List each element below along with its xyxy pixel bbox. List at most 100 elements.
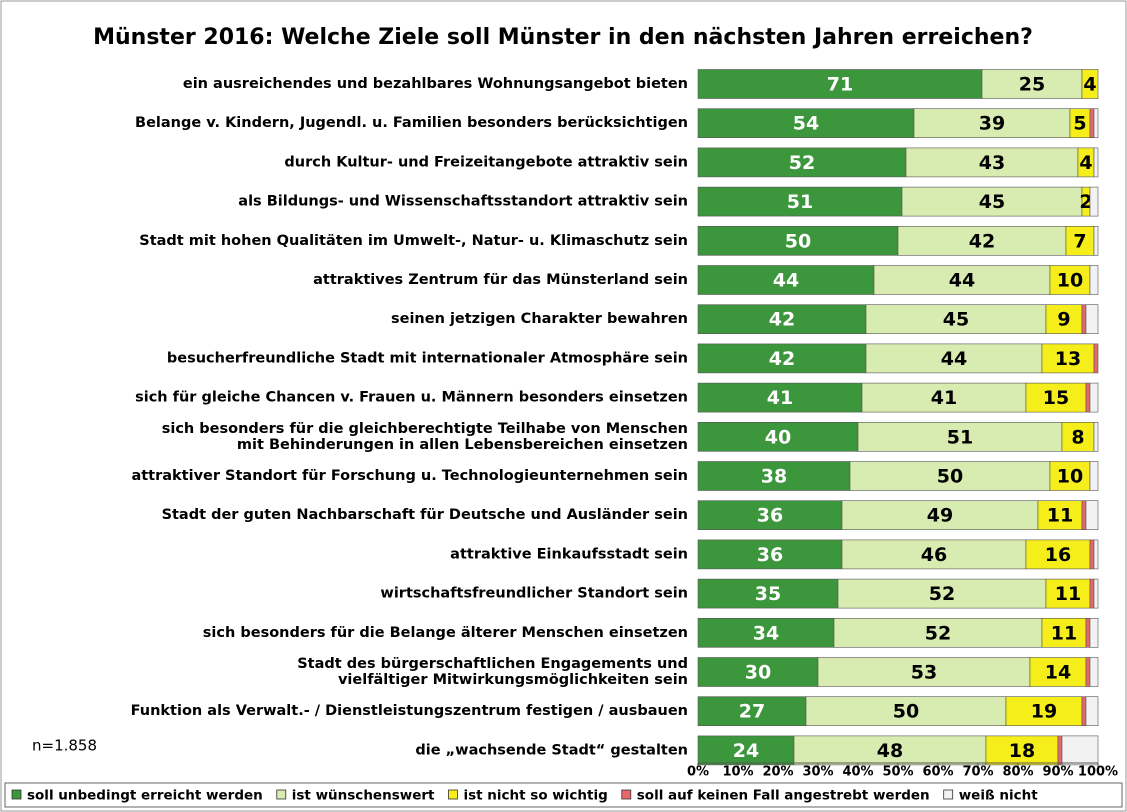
bar-segment bbox=[1049, 265, 1091, 295]
bar-segment bbox=[697, 108, 915, 138]
bar-segment bbox=[1049, 461, 1091, 491]
value-label: 44 bbox=[941, 348, 967, 370]
value-label: 25 bbox=[1019, 74, 1045, 96]
bar-segment bbox=[697, 578, 839, 609]
bar-segment bbox=[1045, 304, 1083, 335]
value-label: 19 bbox=[1031, 701, 1057, 723]
bar-segment bbox=[1093, 226, 1099, 256]
value-label: 10 bbox=[1057, 466, 1083, 488]
x-tick-label: 0% bbox=[687, 765, 709, 780]
bar-segment bbox=[1085, 696, 1099, 727]
bar-segment bbox=[1093, 108, 1099, 138]
value-label: 4 bbox=[1079, 152, 1092, 174]
category-label: wirtschaftsfreundlicher Standort sein bbox=[380, 586, 688, 602]
bar-segment bbox=[865, 343, 1043, 374]
bar-segment bbox=[897, 226, 1067, 256]
value-label: 16 bbox=[1045, 544, 1071, 566]
value-label: 45 bbox=[943, 309, 969, 331]
value-label: 43 bbox=[979, 152, 1005, 174]
value-label: 35 bbox=[755, 583, 781, 605]
sample-size: n=1.858 bbox=[32, 737, 97, 755]
value-label: 24 bbox=[733, 740, 759, 762]
bar-segment bbox=[697, 696, 807, 727]
value-label: 50 bbox=[893, 701, 919, 723]
bar-segment bbox=[1089, 657, 1099, 687]
value-label: 44 bbox=[949, 270, 975, 292]
bar-segment bbox=[1085, 500, 1099, 531]
x-tick-label: 70% bbox=[962, 765, 993, 780]
value-label: 41 bbox=[931, 387, 957, 409]
bar-segment bbox=[697, 617, 835, 648]
value-label: 52 bbox=[925, 622, 951, 644]
value-label: 36 bbox=[757, 544, 783, 566]
bar-segment bbox=[1093, 343, 1099, 374]
value-label: 52 bbox=[929, 583, 955, 605]
value-label: 51 bbox=[947, 426, 973, 448]
category-label: Stadt des bürgerschaftlichen Engagements… bbox=[297, 656, 688, 688]
value-label: 48 bbox=[877, 740, 903, 762]
bar-segment bbox=[901, 186, 1083, 217]
value-label: 49 bbox=[927, 505, 953, 527]
bar-segment bbox=[817, 657, 1031, 687]
x-tick-label: 80% bbox=[1002, 765, 1033, 780]
bar-segment bbox=[1089, 265, 1099, 295]
value-label: 14 bbox=[1045, 662, 1071, 684]
bar-segment bbox=[1045, 578, 1091, 609]
bar-segment bbox=[1093, 421, 1099, 452]
value-label: 15 bbox=[1043, 387, 1069, 409]
x-tick-label: 50% bbox=[882, 765, 913, 780]
category-label: ein ausreichendes und bezahlbares Wohnun… bbox=[183, 76, 688, 92]
bar-segment bbox=[1029, 657, 1087, 687]
category-label: Stadt mit hohen Qualitäten im Umwelt-, N… bbox=[139, 233, 688, 249]
bar-segment bbox=[697, 186, 903, 217]
legend-swatch bbox=[448, 789, 458, 800]
category-label: Belange v. Kindern, Jugendl. u. Familien… bbox=[135, 115, 688, 131]
legend-box bbox=[4, 782, 1123, 808]
category-label: die „wachsende Stadt“ gestalten bbox=[415, 742, 688, 758]
x-tick-label: 10% bbox=[722, 765, 753, 780]
bar-segment bbox=[873, 265, 1051, 295]
category-label: als Bildungs- und Wissenschaftsstandort … bbox=[238, 194, 688, 210]
x-tick-label: 20% bbox=[762, 765, 793, 780]
value-label: 71 bbox=[827, 74, 853, 96]
bar-segment bbox=[697, 382, 863, 413]
bar-segment bbox=[1081, 304, 1087, 335]
chart-title: Münster 2016: Welche Ziele soll Münster … bbox=[93, 25, 1033, 50]
x-tick-label: 100% bbox=[1078, 765, 1118, 780]
value-label: 2 bbox=[1079, 191, 1092, 213]
x-tick-label: 40% bbox=[842, 765, 873, 780]
bar-segment bbox=[981, 69, 1083, 99]
value-label: 42 bbox=[969, 230, 995, 252]
value-label: 9 bbox=[1057, 309, 1070, 331]
bar-segment bbox=[1061, 735, 1099, 766]
bar-segment bbox=[1089, 186, 1099, 217]
bar-segment bbox=[697, 147, 907, 178]
value-label: 38 bbox=[761, 466, 787, 488]
bar-segment bbox=[1089, 539, 1095, 570]
legend-label: weiß nicht bbox=[959, 788, 1039, 804]
value-label: 5 bbox=[1073, 113, 1086, 135]
bar-segment bbox=[1089, 578, 1095, 609]
value-label: 52 bbox=[789, 152, 815, 174]
legend-label: ist wünschenswert bbox=[292, 788, 435, 804]
value-label: 42 bbox=[769, 348, 795, 370]
bar-segment bbox=[1089, 382, 1099, 413]
bar-segment bbox=[841, 500, 1039, 531]
value-label: 54 bbox=[793, 113, 819, 135]
category-label: sich für gleiche Chancen v. Frauen u. Mä… bbox=[135, 390, 688, 406]
x-tick-label: 30% bbox=[802, 765, 833, 780]
value-label: 40 bbox=[765, 426, 791, 448]
value-label: 30 bbox=[745, 662, 771, 684]
bar-segment bbox=[1089, 108, 1095, 138]
bar-segment bbox=[833, 617, 1043, 648]
legend-swatch bbox=[276, 789, 287, 800]
bar-segment bbox=[1089, 617, 1099, 648]
bar-segment bbox=[1081, 500, 1087, 531]
value-label: 44 bbox=[773, 270, 799, 292]
value-label: 13 bbox=[1055, 348, 1081, 370]
bar-segment bbox=[697, 421, 859, 452]
bar-segment bbox=[1081, 69, 1099, 99]
value-label: 46 bbox=[921, 544, 947, 566]
value-label: 7 bbox=[1073, 230, 1086, 252]
